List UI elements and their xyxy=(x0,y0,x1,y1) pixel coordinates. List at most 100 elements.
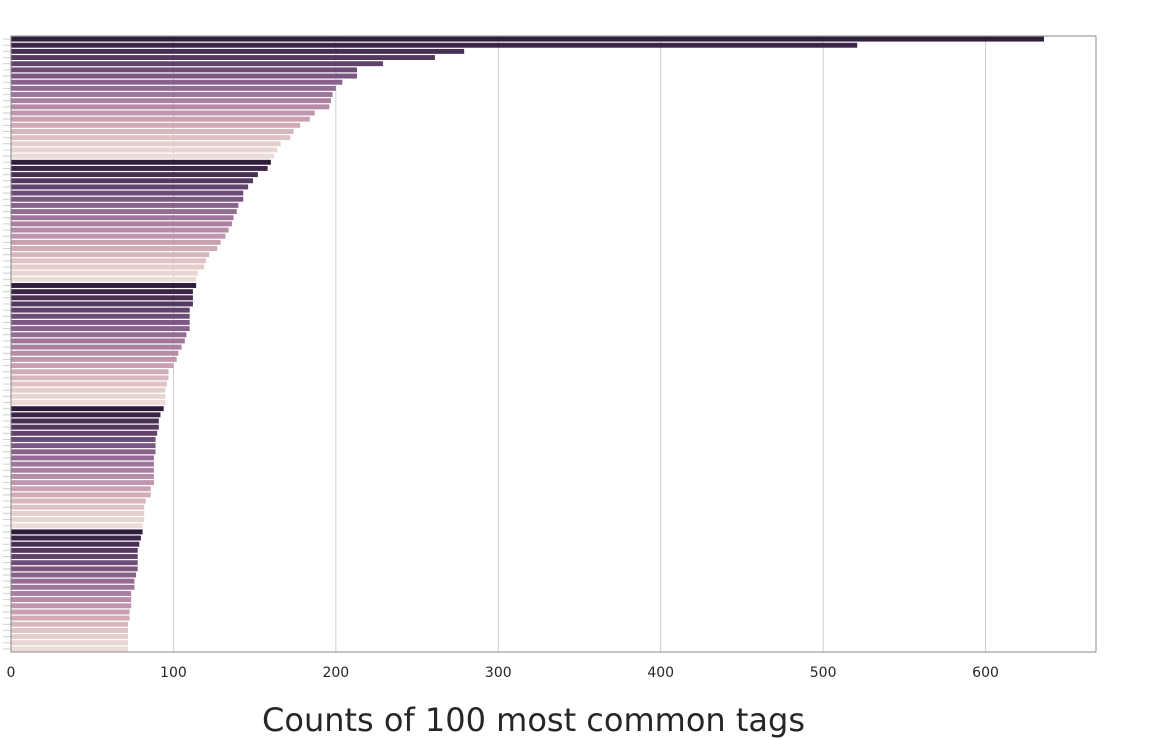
bar xyxy=(11,258,206,264)
x-tick-label: 500 xyxy=(810,665,837,681)
grid-lines xyxy=(172,36,987,652)
bar xyxy=(11,202,239,208)
bar xyxy=(11,480,154,486)
bar xyxy=(11,363,174,369)
bar xyxy=(11,122,301,128)
bar xyxy=(11,196,244,202)
bar xyxy=(11,190,244,196)
bar xyxy=(11,264,205,270)
bar xyxy=(11,36,1045,42)
bar xyxy=(11,381,167,387)
bar xyxy=(11,116,310,122)
bar xyxy=(11,492,151,498)
bar xyxy=(11,535,141,541)
x-tick-label: 300 xyxy=(485,665,512,681)
bar xyxy=(11,61,383,67)
bar xyxy=(11,239,221,245)
bar xyxy=(11,510,145,516)
bar xyxy=(11,578,135,584)
bar xyxy=(11,98,331,104)
bar xyxy=(11,424,159,430)
bar xyxy=(11,79,343,85)
bar xyxy=(11,141,281,147)
bar xyxy=(11,430,158,436)
bar xyxy=(11,597,132,603)
bar xyxy=(11,307,190,313)
bar xyxy=(11,233,226,239)
bar xyxy=(11,473,154,479)
bar xyxy=(11,276,197,282)
bar xyxy=(11,42,858,48)
bar xyxy=(11,135,291,141)
bar xyxy=(11,252,210,258)
bar xyxy=(11,584,135,590)
bar xyxy=(11,418,159,424)
bar xyxy=(11,560,138,566)
bar xyxy=(11,529,143,535)
bar xyxy=(11,85,336,91)
bar xyxy=(11,621,128,627)
bar xyxy=(11,603,132,609)
bar xyxy=(11,73,357,79)
bar xyxy=(11,184,249,190)
bar xyxy=(11,437,156,442)
bar xyxy=(11,646,128,652)
bar xyxy=(11,634,128,640)
bar xyxy=(11,55,435,61)
x-axis-label: Counts of 100 most common tags xyxy=(262,701,805,739)
bar xyxy=(11,172,258,178)
bar xyxy=(11,356,177,362)
bar xyxy=(11,215,234,221)
bar xyxy=(11,326,190,332)
bars xyxy=(11,36,1045,652)
x-tick-label: 200 xyxy=(322,665,349,681)
bar xyxy=(11,147,278,153)
bar xyxy=(11,246,218,251)
bar xyxy=(11,92,333,97)
bar xyxy=(11,547,138,553)
x-tick-label: 600 xyxy=(972,665,999,681)
bar xyxy=(11,178,254,184)
bar xyxy=(11,165,268,171)
bar xyxy=(11,412,161,418)
x-ticks: 0 100 200 300 400 500 600 xyxy=(3,38,999,681)
bar xyxy=(11,566,138,572)
bar xyxy=(11,270,198,276)
bar xyxy=(11,400,166,405)
bar xyxy=(11,387,166,393)
bar xyxy=(11,609,130,615)
bar xyxy=(11,591,132,596)
bar xyxy=(11,129,294,134)
bar xyxy=(11,104,330,110)
bar xyxy=(11,498,146,504)
bar xyxy=(11,615,130,621)
bar xyxy=(11,221,232,227)
bar xyxy=(11,461,154,467)
bar xyxy=(11,67,357,73)
bar xyxy=(11,572,137,578)
bar xyxy=(11,393,166,399)
bar xyxy=(11,48,465,54)
bar xyxy=(11,541,140,547)
bar xyxy=(11,627,128,633)
bar xyxy=(11,153,275,159)
bar xyxy=(11,504,145,510)
bar xyxy=(11,313,190,319)
bar xyxy=(11,283,197,288)
bar xyxy=(11,455,154,461)
bar xyxy=(11,209,237,215)
bar xyxy=(11,523,143,529)
bar xyxy=(11,443,156,449)
bar xyxy=(11,110,315,116)
bar xyxy=(11,338,185,344)
bar xyxy=(11,319,190,325)
bar xyxy=(11,406,164,412)
x-tick-label: 0 xyxy=(7,665,16,681)
bar xyxy=(11,486,151,492)
bar xyxy=(11,369,169,375)
bar xyxy=(11,554,138,559)
bar xyxy=(11,332,187,338)
bar xyxy=(11,295,193,301)
bar xyxy=(11,159,271,165)
